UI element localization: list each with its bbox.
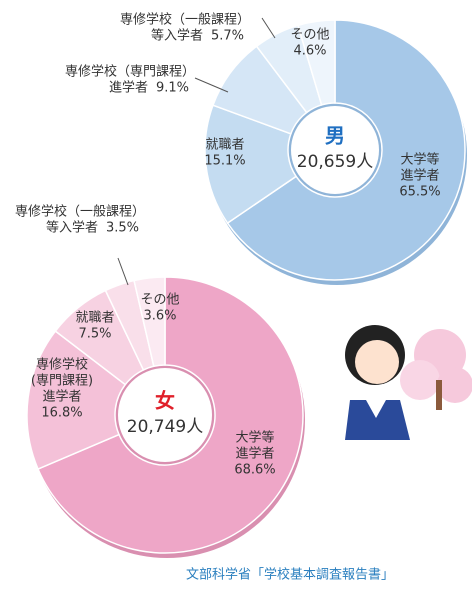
value-label: 65.5% bbox=[399, 185, 440, 200]
slice bbox=[133, 276, 166, 368]
center-disc bbox=[291, 106, 379, 194]
leader-line bbox=[194, 77, 229, 93]
slice-label: (専門課程) bbox=[31, 373, 93, 389]
center-total: 20,659人 bbox=[297, 152, 373, 172]
slice-label: 就職者 bbox=[205, 138, 244, 153]
slice-label: 等入学者 bbox=[151, 28, 203, 44]
illustration bbox=[345, 325, 472, 440]
center-title: 男 bbox=[325, 124, 345, 148]
slice bbox=[204, 104, 298, 225]
slice-label: 専修学校（専門課程） bbox=[65, 64, 195, 80]
slice-label: 進学者 bbox=[400, 168, 439, 184]
slice bbox=[226, 19, 466, 281]
slice bbox=[297, 19, 336, 106]
slice-label: 大学等 bbox=[235, 430, 274, 446]
slice-label: 就職者 bbox=[75, 311, 114, 326]
slice bbox=[26, 330, 127, 470]
slice-label: 専修学校（一般課程） bbox=[15, 204, 145, 220]
donut: 男20,659人 大学等進学者65.5%就職者15.1%専修学校（専門課程）進学者… bbox=[65, 12, 467, 285]
slice-label: 専修学校（一般課程） bbox=[120, 12, 250, 28]
charts: 男20,659人 大学等進学者65.5%就職者15.1%専修学校（専門課程）進学者… bbox=[15, 12, 467, 558]
donut: 女20,749人大学等進学者68.6%専修学校(専門課程)進学者16.8%就職者… bbox=[15, 204, 305, 558]
slice-label: 進学者 bbox=[42, 389, 81, 405]
value-label: 3.6% bbox=[143, 309, 176, 324]
slice bbox=[37, 276, 304, 554]
slice-label: 専修学校 bbox=[36, 357, 88, 373]
value-label: 4.6% bbox=[293, 44, 326, 59]
value-label: 5.7% bbox=[211, 29, 244, 44]
leader-line bbox=[261, 17, 276, 39]
blossom bbox=[437, 367, 472, 403]
value-label: 15.1% bbox=[204, 154, 245, 169]
source: 文部科学省「学校基本調査報告書」 bbox=[186, 567, 394, 583]
center-title: 女 bbox=[155, 389, 175, 413]
leader-line bbox=[117, 257, 129, 286]
slice-label: その他 bbox=[290, 28, 329, 43]
slice-label: 大学等 bbox=[400, 152, 439, 168]
value-label: 3.5% bbox=[106, 221, 139, 236]
slice-label: 進学者 bbox=[235, 446, 274, 462]
collar bbox=[366, 400, 386, 418]
slice-label: 等入学者 bbox=[46, 220, 98, 236]
blossom bbox=[400, 360, 440, 400]
value-label: 9.1% bbox=[156, 81, 189, 96]
value-label: 16.8% bbox=[41, 406, 82, 421]
center-total: 20,749人 bbox=[127, 417, 203, 437]
uniform bbox=[345, 400, 410, 440]
value-label: 68.6% bbox=[234, 463, 275, 478]
slice-label: 進学者 bbox=[109, 80, 148, 96]
center-disc bbox=[118, 368, 212, 462]
trunk bbox=[436, 380, 442, 410]
face bbox=[355, 340, 399, 384]
slice-label: その他 bbox=[140, 293, 179, 308]
value-label: 7.5% bbox=[78, 327, 111, 342]
